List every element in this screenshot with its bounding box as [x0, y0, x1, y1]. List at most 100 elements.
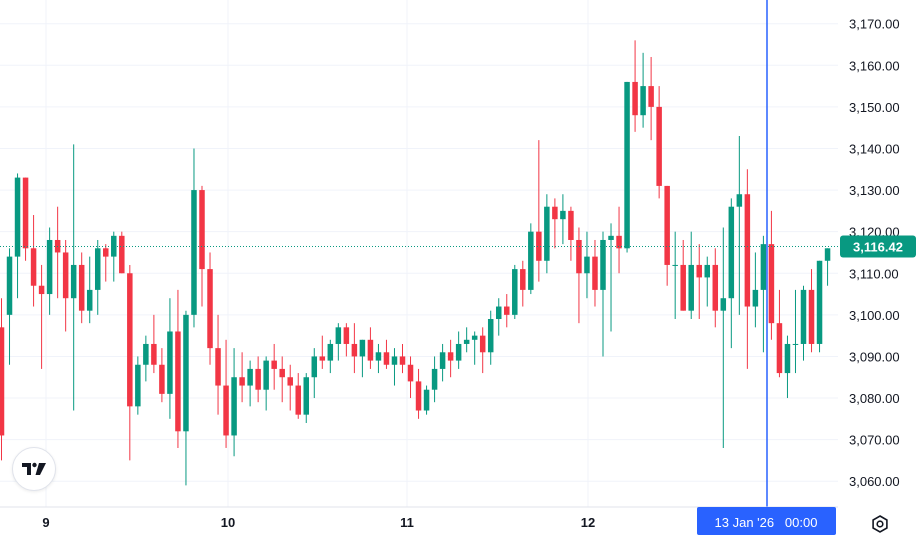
candle: [463, 327, 470, 353]
candle: [824, 248, 831, 286]
candle: [624, 81, 630, 253]
gear-icon: [872, 515, 888, 533]
candle: [423, 385, 430, 415]
candle: [608, 223, 614, 332]
candle-body: [752, 289, 759, 307]
tradingview-logo-icon: [22, 462, 46, 475]
candle-body: [816, 260, 823, 344]
candle-body: [584, 256, 590, 274]
candle-body: [183, 314, 189, 432]
candle-body: [728, 206, 735, 299]
candle-body: [688, 264, 694, 311]
candle: [0, 298, 5, 461]
candle-body: [576, 239, 582, 274]
tradingview-logo[interactable]: [12, 447, 56, 491]
candle-body: [383, 352, 390, 365]
candle-body: [800, 289, 807, 344]
y-tick-label: 3,060.00: [849, 474, 900, 489]
candle-body: [455, 343, 462, 361]
candle-body: [287, 377, 293, 386]
candle: [415, 368, 422, 419]
y-tick-label: 3,090.00: [849, 349, 900, 364]
candle: [568, 206, 574, 261]
candle: [359, 339, 366, 378]
candle-body: [544, 206, 550, 261]
candle: [712, 248, 719, 328]
candle: [648, 56, 654, 141]
crosshair-date-tag: 13 Jan '26 00:00: [697, 507, 836, 535]
candle: [672, 231, 678, 320]
settings-button[interactable]: [866, 510, 894, 538]
y-tick-label: 3,150.00: [849, 100, 900, 115]
candle-body: [407, 364, 414, 382]
candle: [407, 356, 414, 399]
candle-body: [30, 248, 37, 286]
candle: [78, 252, 85, 324]
candle-body: [784, 343, 791, 374]
candle: [640, 52, 646, 128]
candle: [335, 323, 342, 361]
x-axis[interactable]: 9 10 11 12: [42, 515, 595, 530]
candle-body: [463, 339, 470, 344]
candle: [127, 264, 133, 461]
candle-body: [504, 306, 510, 315]
candles: [0, 40, 831, 486]
candle-body: [415, 381, 422, 411]
candle: [504, 294, 510, 328]
candle: [319, 335, 326, 369]
candle-body: [744, 194, 751, 307]
candle: [704, 256, 711, 307]
candle: [62, 239, 69, 332]
candle: [6, 248, 13, 365]
candle-body: [86, 289, 93, 311]
candle-body: [271, 360, 277, 369]
candle: [479, 327, 486, 374]
candle-body: [471, 335, 478, 340]
candle-body: [528, 231, 534, 290]
candle: [191, 148, 197, 328]
candle-body: [672, 264, 678, 266]
last-price-label: 3,116.42: [853, 240, 903, 255]
candle-body: [70, 264, 77, 299]
candle: [255, 356, 261, 403]
candle: [287, 364, 293, 411]
candle-body: [335, 327, 342, 344]
candle: [311, 348, 318, 399]
candle-body: [319, 356, 326, 361]
candle: [776, 289, 783, 378]
candle-body: [223, 385, 229, 436]
candle-body: [159, 364, 165, 394]
candle: [391, 348, 398, 386]
candle: [792, 289, 799, 374]
candle: [560, 194, 566, 245]
candle: [103, 244, 109, 282]
candle-body: [568, 210, 574, 240]
y-tick-label: 3,080.00: [849, 391, 900, 406]
candle: [584, 231, 590, 299]
candle-body: [536, 231, 542, 261]
candle: [784, 335, 791, 399]
candle-body: [78, 264, 85, 311]
candle-body: [94, 248, 101, 290]
candle-body: [712, 264, 719, 311]
candle: [552, 198, 558, 249]
crosshair-date-label: 13 Jan '26 00:00: [715, 515, 818, 530]
candle: [664, 185, 670, 286]
candle-body: [143, 343, 149, 365]
candle: [720, 227, 727, 448]
candle-body: [479, 335, 486, 353]
y-tick-label: 3,170.00: [849, 17, 900, 32]
candle: [576, 227, 582, 324]
candle: [223, 339, 229, 448]
candle: [343, 323, 350, 357]
candle-body: [295, 385, 301, 415]
candle-body: [560, 210, 566, 220]
candle-body: [552, 206, 558, 220]
candle: [487, 310, 494, 365]
candle: [520, 260, 526, 307]
candle: [119, 231, 125, 274]
candle-body: [231, 377, 237, 436]
candle: [808, 269, 815, 353]
candle-body: [520, 269, 526, 290]
